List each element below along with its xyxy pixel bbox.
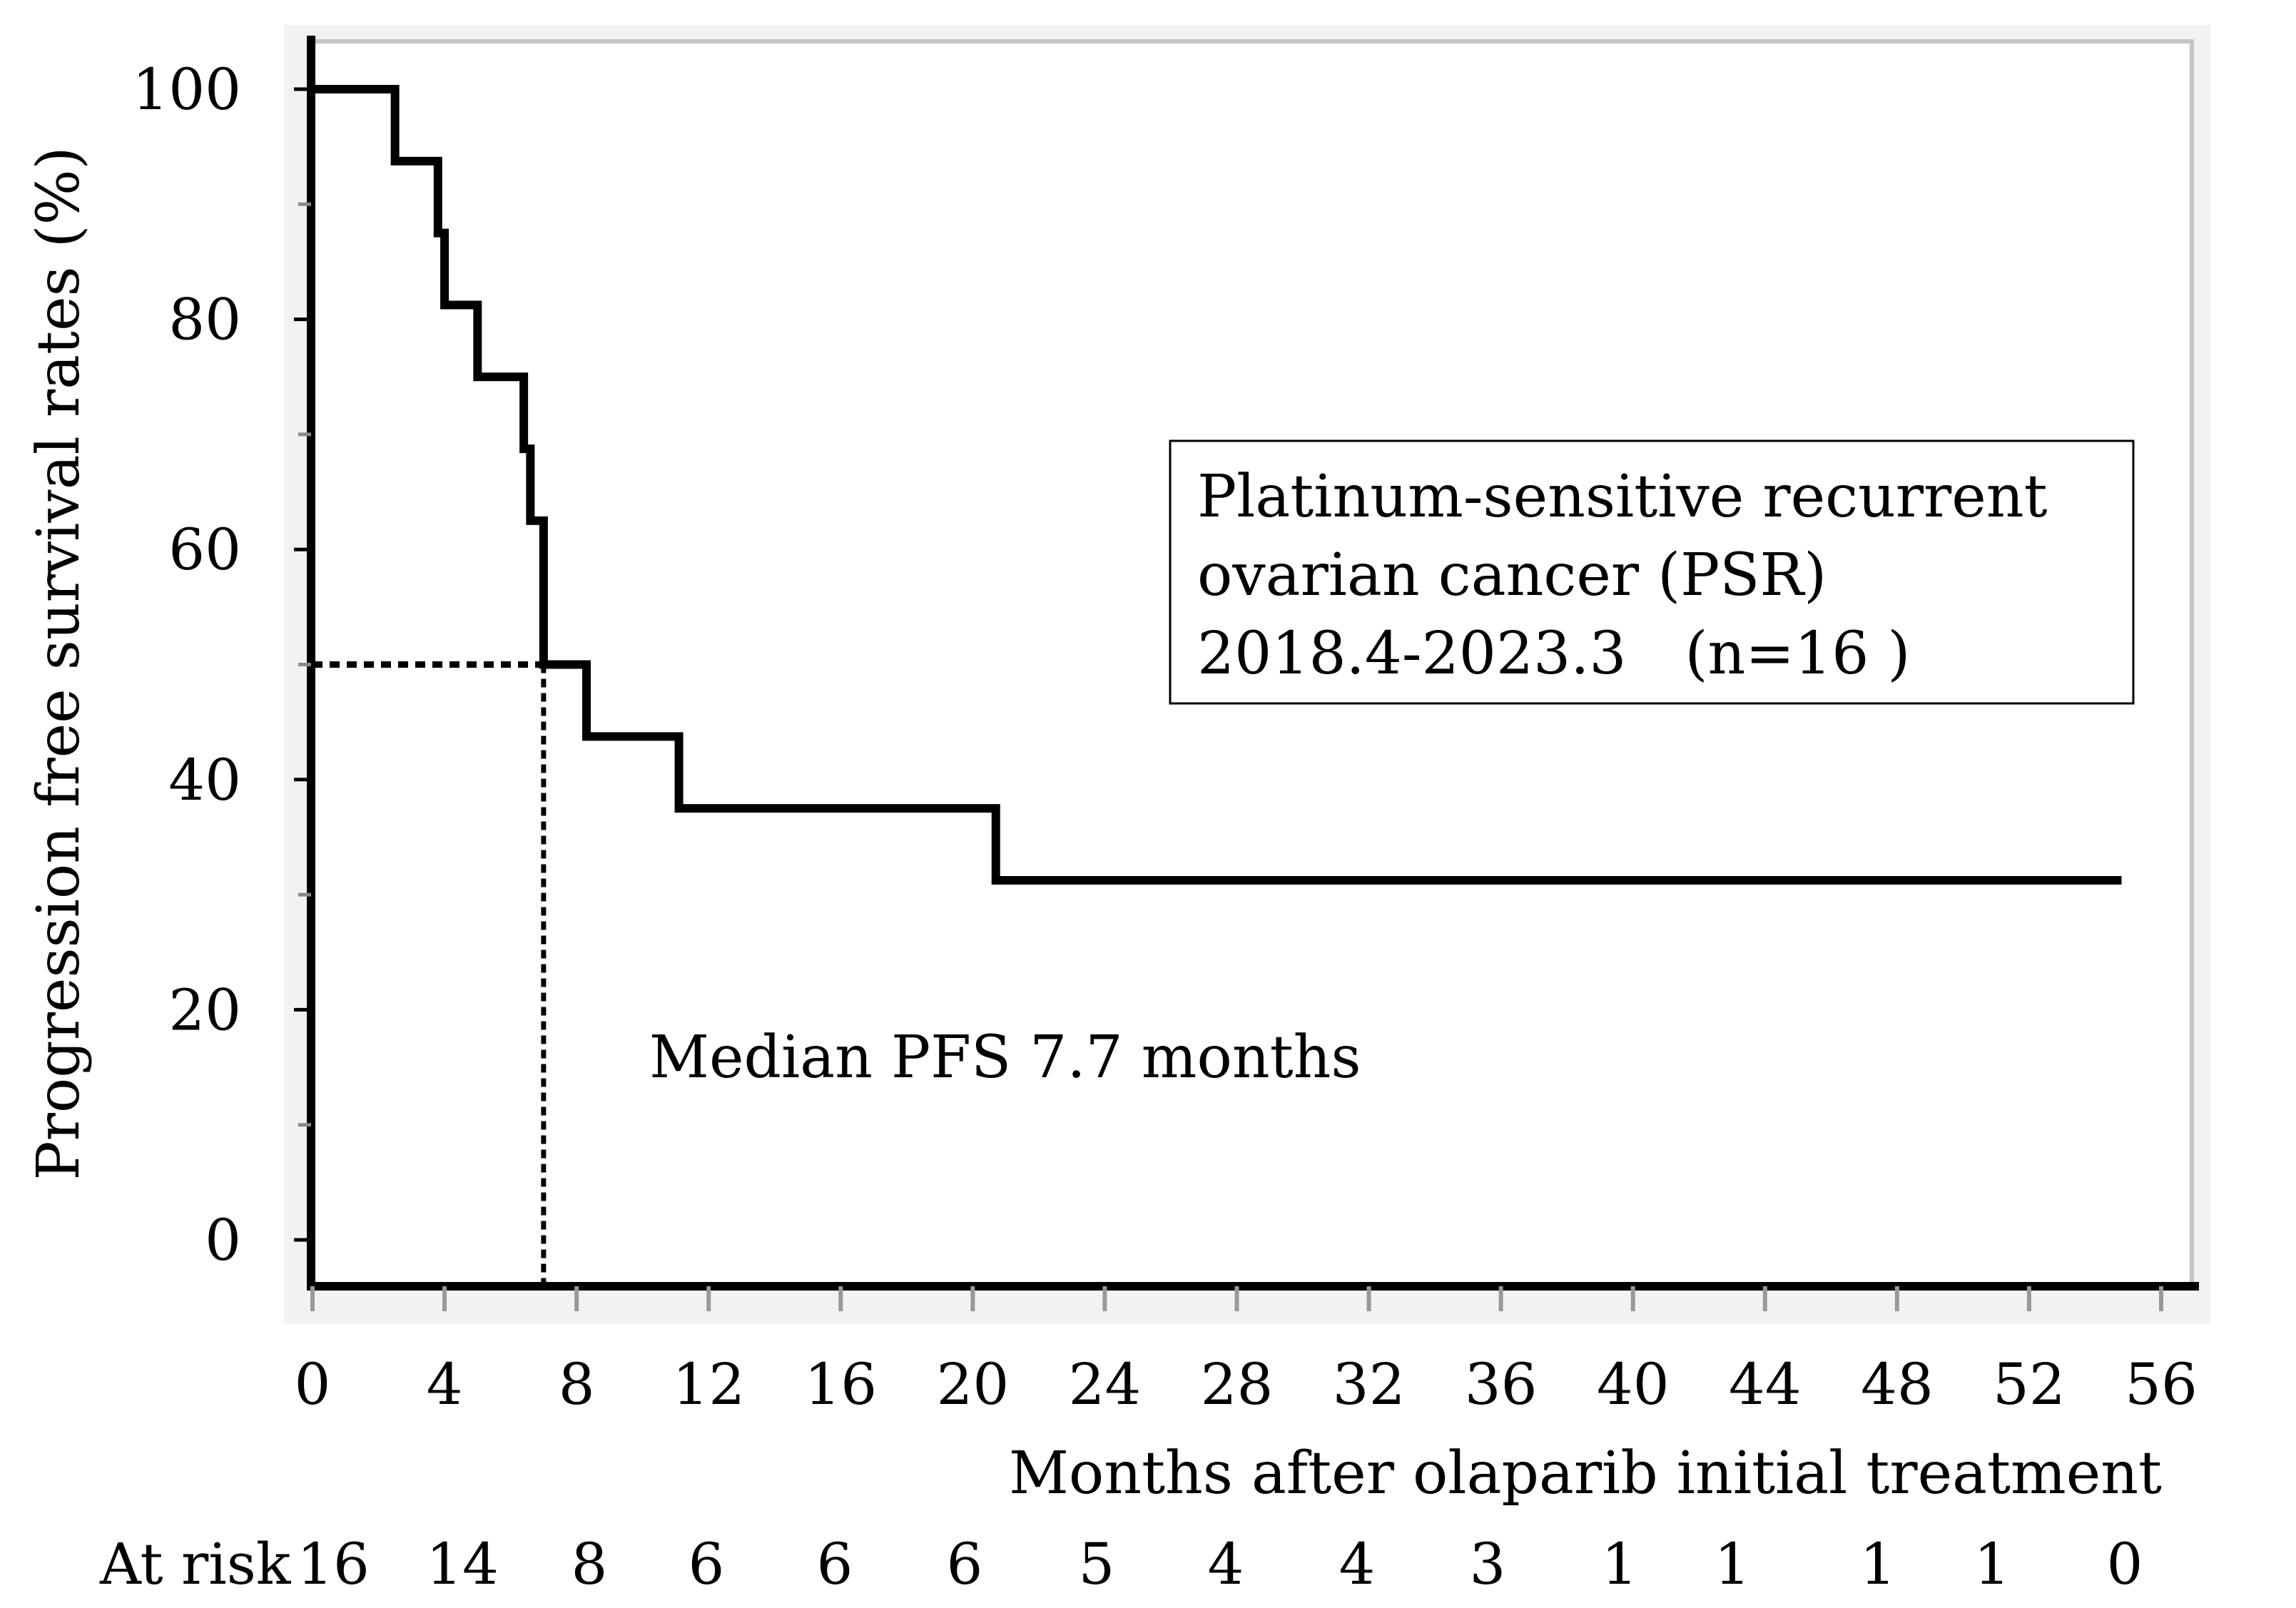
x-tick-label: 52	[1993, 1351, 2066, 1418]
km-step-line	[313, 85, 2122, 885]
x-tick-label: 48	[1861, 1351, 1934, 1418]
x-tick-label: 12	[672, 1351, 745, 1418]
at-risk-value: 6	[947, 1531, 983, 1597]
at-risk-value: 1	[1602, 1531, 1638, 1597]
at-risk-value: 1	[1715, 1531, 1751, 1597]
x-tick-label: 8	[559, 1351, 595, 1418]
x-tick-label: 4	[427, 1351, 463, 1418]
at-risk-value: 1	[1974, 1531, 2011, 1597]
y-tick-label: 60	[168, 517, 241, 583]
x-axis-title: Months after olaparib initial treatment	[1009, 1440, 2162, 1507]
y-axis-title: Progression free survival rates (%)	[25, 146, 93, 1180]
legend-line-2: ovarian cancer (PSR)	[1197, 541, 1827, 609]
x-tick-label: 40	[1597, 1351, 1670, 1418]
x-tick-label: 0	[295, 1351, 331, 1418]
legend-box	[1169, 439, 2135, 705]
at-risk-value: 16	[297, 1531, 370, 1597]
at-risk-value: 5	[1079, 1531, 1115, 1597]
y-tick-label: 100	[132, 56, 241, 123]
x-tick-label: 32	[1333, 1351, 1406, 1418]
at-risk-value: 4	[1339, 1531, 1376, 1597]
at-risk-value: 6	[817, 1531, 853, 1597]
legend-line-1: Platinum-sensitive recurrent	[1197, 463, 2048, 531]
x-tick-label: 56	[2125, 1351, 2198, 1418]
y-tick-label: 80	[168, 287, 241, 353]
at-risk-value: 3	[1470, 1531, 1506, 1597]
x-tick-label: 28	[1201, 1351, 1274, 1418]
x-tick-label: 16	[804, 1351, 877, 1418]
legend-line-3: 2018.4-2023.3 (n=16 )	[1197, 620, 1910, 688]
at-risk-value: 0	[2107, 1531, 2143, 1597]
at-risk-value: 8	[572, 1531, 608, 1597]
y-tick-label: 40	[168, 747, 241, 813]
at-risk-label: At risk	[99, 1531, 292, 1597]
at-risk-value: 14	[426, 1531, 499, 1597]
y-tick-label: 20	[168, 977, 241, 1043]
at-risk-value: 6	[689, 1531, 725, 1597]
survival-curve	[313, 85, 2122, 885]
median-guides	[313, 661, 547, 1286]
median-annotation: Median PFS 7.7 months	[649, 1024, 1361, 1091]
x-tick-label: 24	[1069, 1351, 1142, 1418]
at-risk-row: 16 14 8 6 6 6 5 4 4 3 1 1 1 1 0	[297, 1531, 2143, 1597]
x-tick-label: 20	[936, 1351, 1009, 1418]
y-tick-label: 0	[205, 1207, 241, 1273]
x-tick-label: 44	[1729, 1351, 1802, 1418]
at-risk-value: 1	[1860, 1531, 1896, 1597]
x-tick-label: 36	[1465, 1351, 1538, 1418]
at-risk-value: 4	[1208, 1531, 1244, 1597]
